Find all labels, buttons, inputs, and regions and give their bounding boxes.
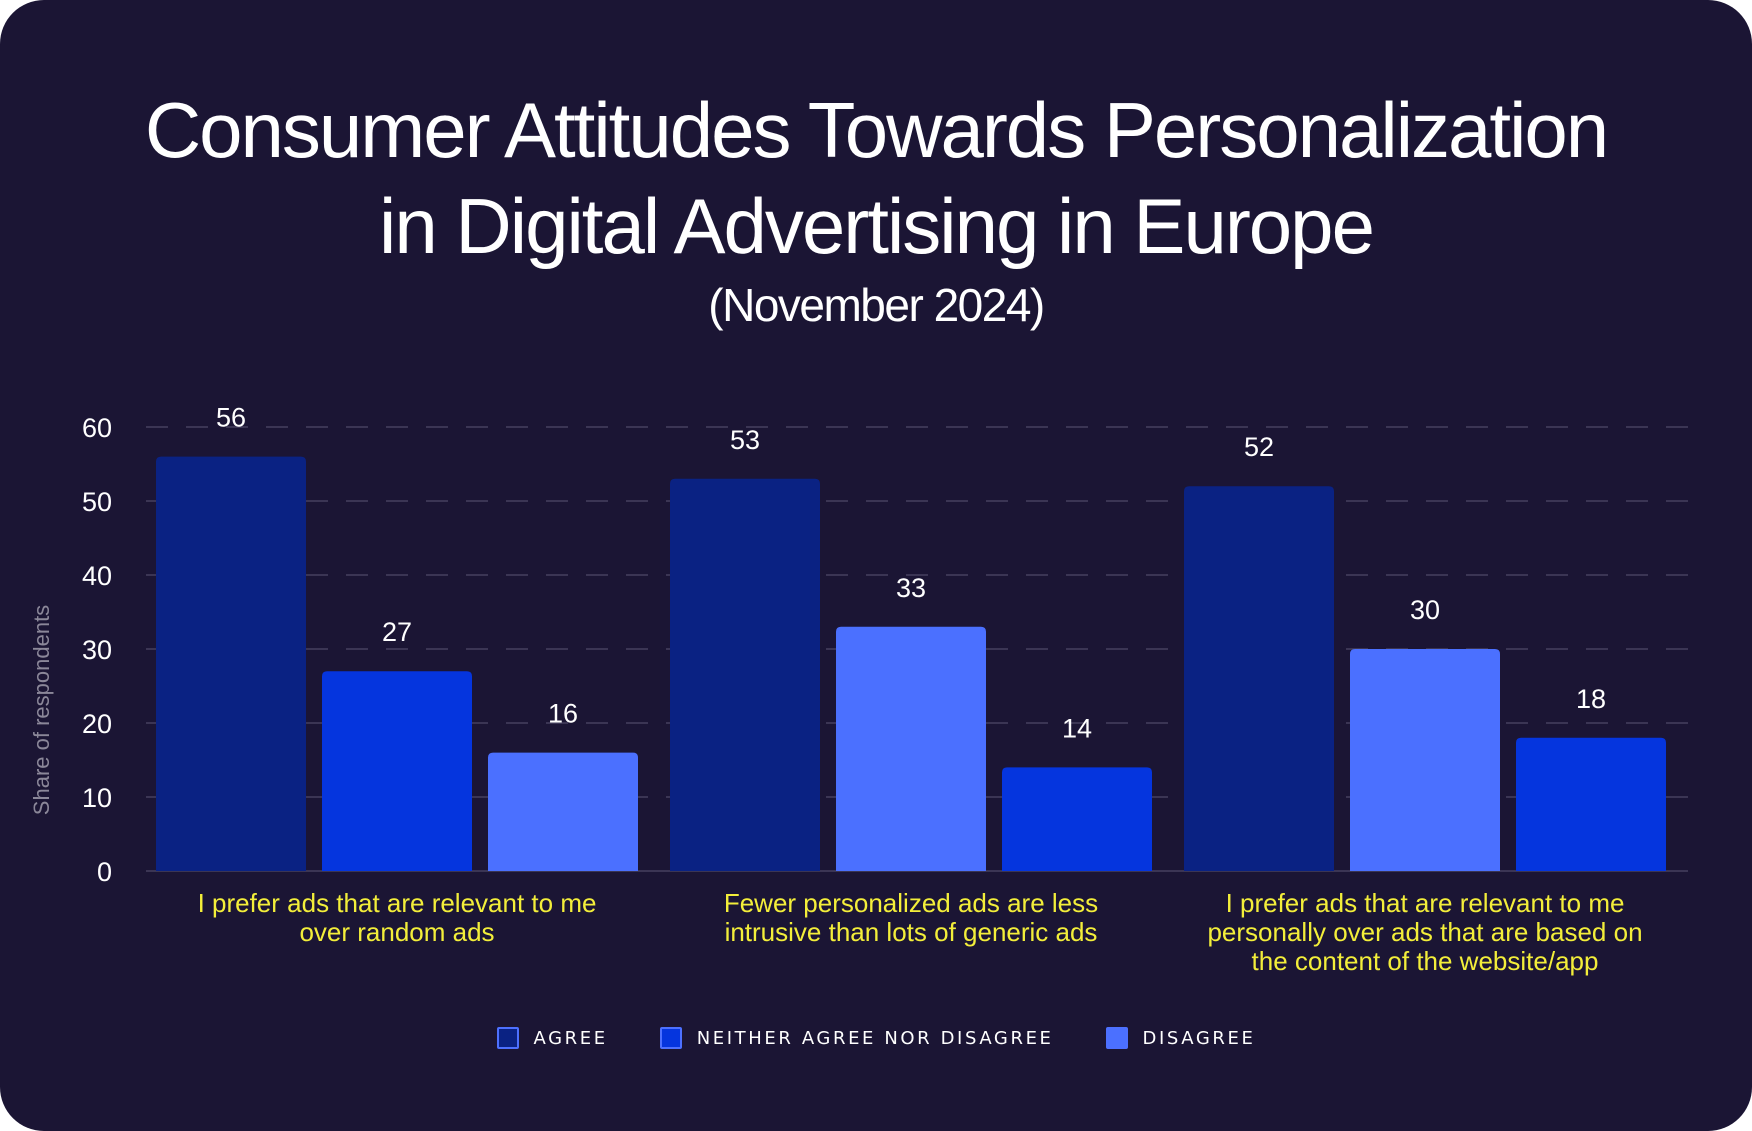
bar-value-label: 30 <box>1410 595 1440 625</box>
y-axis-label: Share of respondents <box>29 605 54 815</box>
bar-value-label: 33 <box>896 573 926 603</box>
legend-swatch-agree <box>496 1027 519 1049</box>
y-tick-label: 20 <box>82 709 112 739</box>
bar-value-label: 14 <box>1062 713 1092 743</box>
legend-item-disagree: DISAGREE <box>1105 1027 1256 1049</box>
bar <box>322 671 472 871</box>
category-label-line: I prefer ads that are relevant to me <box>1226 888 1625 918</box>
bar <box>670 478 820 871</box>
legend-item-agree: AGREE <box>496 1027 608 1049</box>
bar <box>1350 649 1500 871</box>
legend-label: NEITHER AGREE NOR DISAGREE <box>696 1027 1054 1049</box>
legend-swatch-disagree <box>1105 1027 1128 1049</box>
chart-title: Consumer Attitudes Towards Personalizati… <box>0 82 1752 274</box>
bar-value-label: 16 <box>548 699 578 729</box>
bar-value-label: 18 <box>1576 684 1606 714</box>
bar <box>488 752 638 871</box>
bar <box>836 626 986 871</box>
category-label-line: personally over ads that are based on <box>1207 917 1642 947</box>
chart-title-line: in Digital Advertising in Europe <box>379 182 1375 270</box>
y-tick-label: 0 <box>97 857 112 887</box>
chart-subtitle: (November 2024) <box>708 279 1045 331</box>
category-label-line: the content of the website/app <box>1252 946 1599 976</box>
y-tick-label: 60 <box>82 413 112 443</box>
chart-title-line: Consumer Attitudes Towards Personalizati… <box>144 86 1609 174</box>
category-label-line: Fewer personalized ads are less <box>724 888 1098 918</box>
y-tick-label: 40 <box>82 561 112 591</box>
category-label-line: intrusive than lots of generic ads <box>725 917 1098 947</box>
legend: AGREE NEITHER AGREE NOR DISAGREE DISAGRE… <box>0 1023 1752 1053</box>
bar <box>1002 767 1152 871</box>
bar-value-label: 52 <box>1244 432 1274 462</box>
bar-value-label: 27 <box>382 617 412 647</box>
bar <box>1184 486 1334 871</box>
category-label-line: over random ads <box>299 917 494 947</box>
legend-label: DISAGREE <box>1142 1027 1256 1049</box>
y-tick-label: 10 <box>82 783 112 813</box>
legend-item-neither: NEITHER AGREE NOR DISAGREE <box>659 1027 1054 1049</box>
y-tick-label: 50 <box>82 487 112 517</box>
bar-value-label: 53 <box>730 425 760 455</box>
bar <box>1516 737 1666 871</box>
legend-swatch-neither <box>659 1027 682 1049</box>
y-tick-label: 30 <box>82 635 112 665</box>
bar-value-label: 56 <box>216 403 246 433</box>
legend-label: AGREE <box>533 1027 608 1049</box>
category-label-line: I prefer ads that are relevant to me <box>198 888 597 918</box>
bar <box>156 456 306 871</box>
